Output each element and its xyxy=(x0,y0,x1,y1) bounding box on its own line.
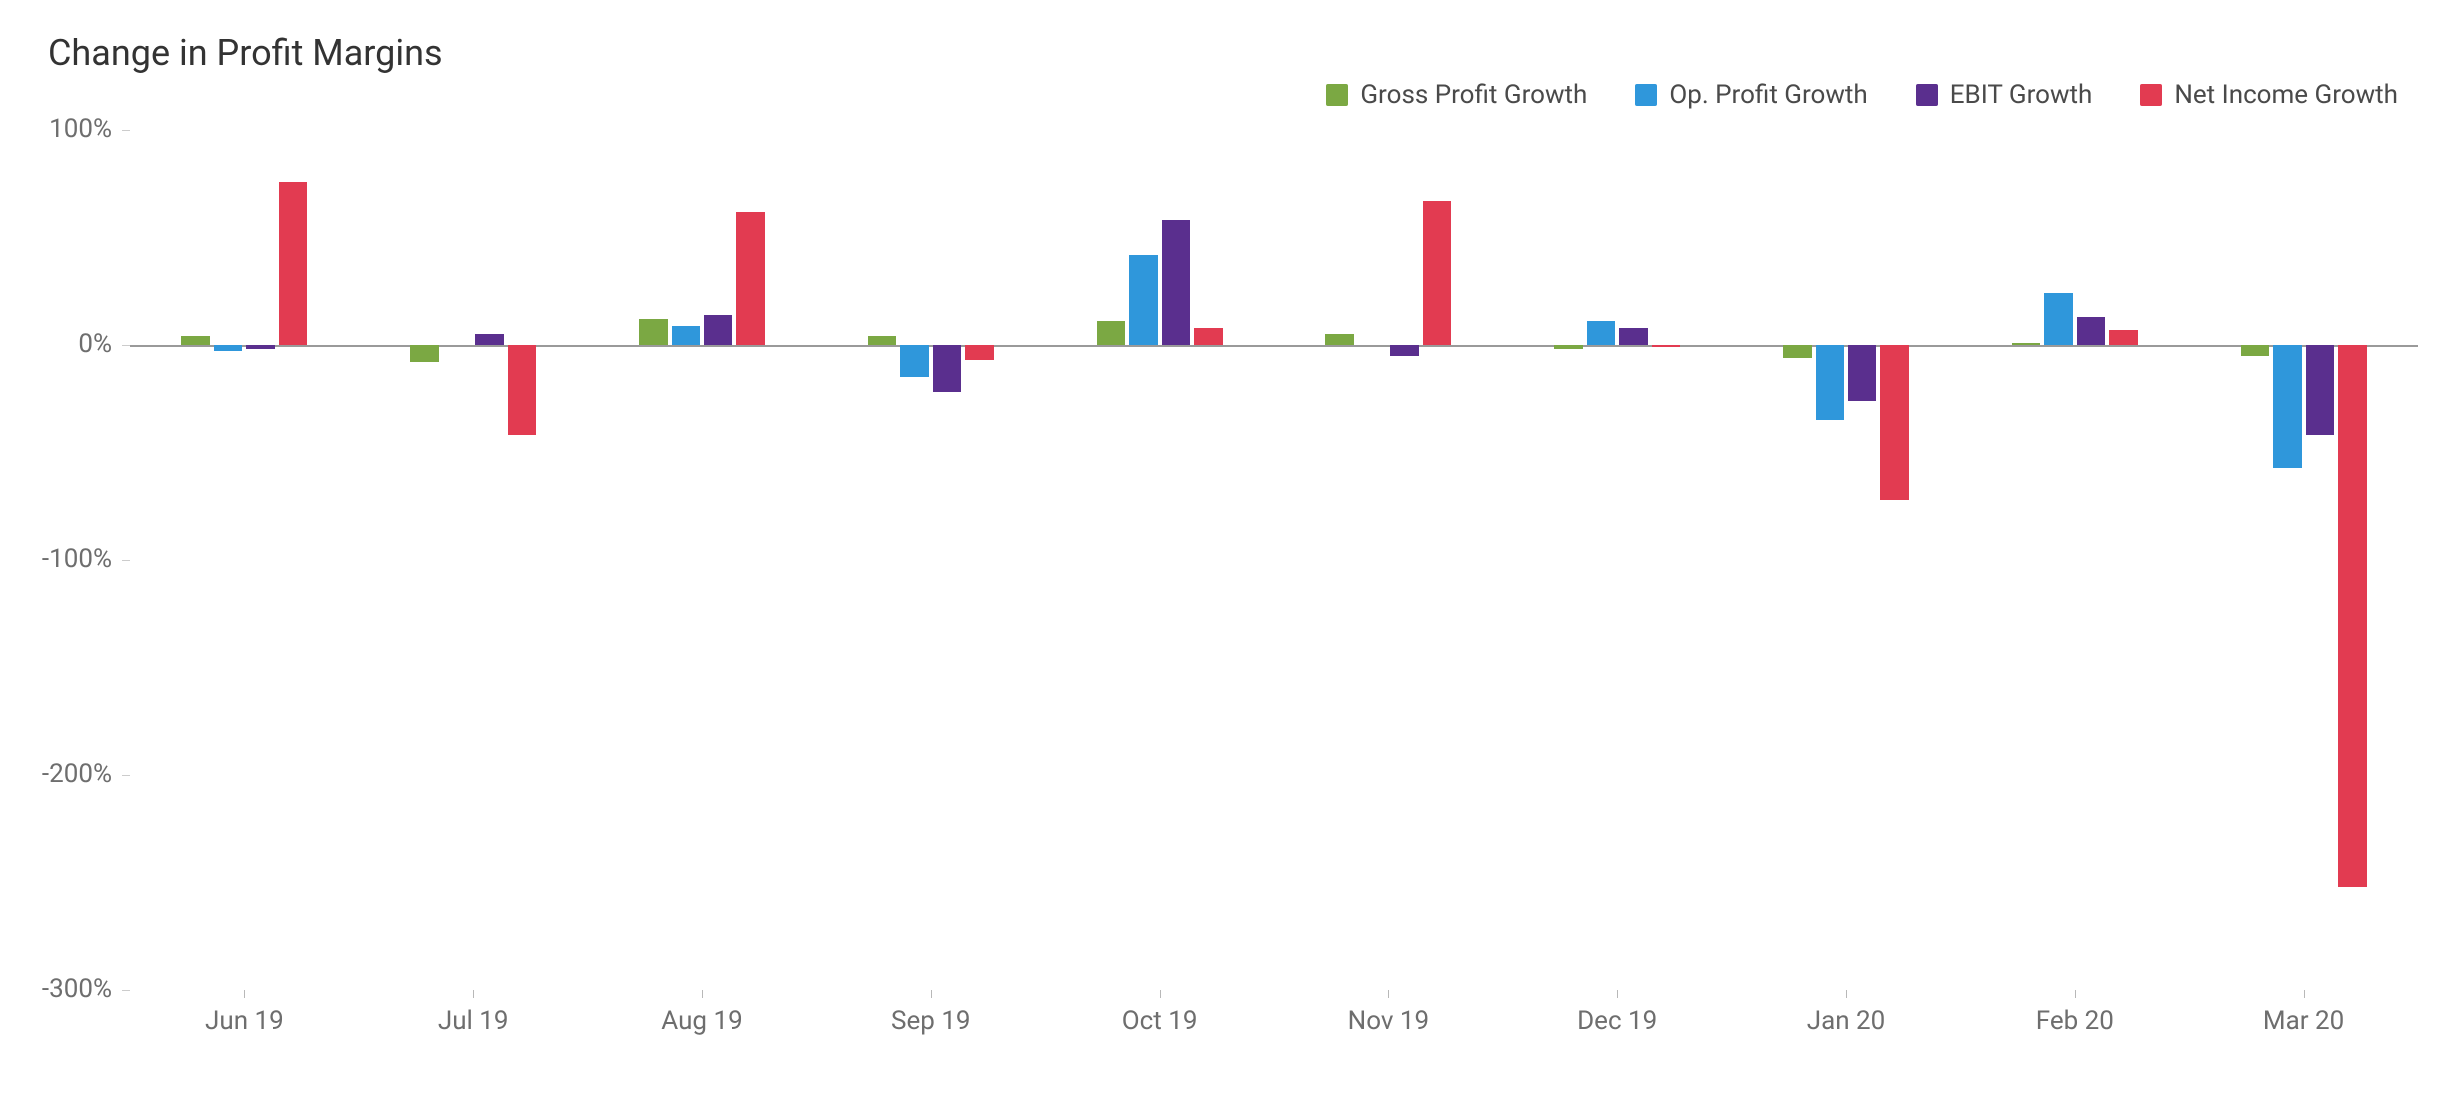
x-tick-label: Feb 20 xyxy=(2036,1006,2114,1036)
x-tick-label: Nov 19 xyxy=(1348,1006,1429,1036)
y-tick-label: -100% xyxy=(42,544,112,574)
x-tick-label: Aug 19 xyxy=(661,1006,742,1036)
legend-item[interactable]: Gross Profit Growth xyxy=(1326,80,1587,110)
x-tick-mark xyxy=(2075,990,2076,998)
bar[interactable] xyxy=(704,315,732,345)
legend-label: Gross Profit Growth xyxy=(1360,80,1587,110)
bar[interactable] xyxy=(2273,345,2301,468)
bar[interactable] xyxy=(1097,321,1125,345)
chart-title: Change in Profit Margins xyxy=(48,32,443,74)
x-tick-mark xyxy=(931,990,932,998)
chart-container: Change in Profit Margins Gross Profit Gr… xyxy=(0,0,2448,1112)
bar[interactable] xyxy=(1423,201,1451,345)
x-tick-label: Sep 19 xyxy=(891,1006,971,1036)
y-tick-mark xyxy=(122,345,130,346)
bar[interactable] xyxy=(1848,345,1876,401)
bar[interactable] xyxy=(639,319,667,345)
y-tick-mark xyxy=(122,990,130,991)
y-tick-mark xyxy=(122,130,130,131)
x-tick-label: Oct 19 xyxy=(1122,1006,1198,1036)
x-tick-mark xyxy=(1617,990,1618,998)
bar[interactable] xyxy=(279,182,307,345)
y-tick-label: 0% xyxy=(78,329,112,359)
bar[interactable] xyxy=(900,345,928,377)
x-tick-mark xyxy=(1388,990,1389,998)
x-tick-label: Mar 20 xyxy=(2263,1006,2344,1036)
y-tick-label: -300% xyxy=(42,974,112,1004)
x-tick-mark xyxy=(1846,990,1847,998)
x-tick-mark xyxy=(244,990,245,998)
bar[interactable] xyxy=(1880,345,1908,500)
bar[interactable] xyxy=(475,334,503,345)
bar[interactable] xyxy=(965,345,993,360)
bar[interactable] xyxy=(1325,334,1353,345)
bar[interactable] xyxy=(933,345,961,392)
y-tick-label: 100% xyxy=(49,114,112,144)
x-tick-label: Dec 19 xyxy=(1577,1006,1657,1036)
legend-label: EBIT Growth xyxy=(1950,80,2093,110)
legend-item[interactable]: EBIT Growth xyxy=(1916,80,2093,110)
y-tick-label: -200% xyxy=(42,759,112,789)
x-tick-label: Jul 19 xyxy=(438,1006,509,1036)
bar[interactable] xyxy=(1816,345,1844,420)
legend-label: Net Income Growth xyxy=(2174,80,2398,110)
bar[interactable] xyxy=(1619,328,1647,345)
bar[interactable] xyxy=(2241,345,2269,356)
legend-swatch xyxy=(1916,84,1938,106)
legend-label: Op. Profit Growth xyxy=(1669,80,1867,110)
bar[interactable] xyxy=(508,345,536,435)
y-tick-mark xyxy=(122,775,130,776)
plot-area: 100%0%-100%-200%-300%Jun 19Jul 19Aug 19S… xyxy=(130,130,2418,990)
bar[interactable] xyxy=(1554,345,1582,349)
bar[interactable] xyxy=(672,326,700,345)
bar[interactable] xyxy=(214,345,242,351)
x-tick-label: Jun 19 xyxy=(205,1006,284,1036)
bar[interactable] xyxy=(1194,328,1222,345)
bar[interactable] xyxy=(410,345,438,362)
bar[interactable] xyxy=(868,336,896,345)
legend-item[interactable]: Net Income Growth xyxy=(2140,80,2398,110)
bar[interactable] xyxy=(2044,293,2072,345)
x-tick-mark xyxy=(1160,990,1161,998)
bar[interactable] xyxy=(2012,343,2040,345)
bar[interactable] xyxy=(1587,321,1615,345)
legend-swatch xyxy=(1326,84,1348,106)
bar[interactable] xyxy=(246,345,274,349)
bar[interactable] xyxy=(181,336,209,345)
legend-swatch xyxy=(1635,84,1657,106)
bar[interactable] xyxy=(1390,345,1418,356)
x-tick-mark xyxy=(473,990,474,998)
bar[interactable] xyxy=(1652,345,1680,347)
bar[interactable] xyxy=(2109,330,2137,345)
legend-item[interactable]: Op. Profit Growth xyxy=(1635,80,1867,110)
x-tick-mark xyxy=(702,990,703,998)
legend-swatch xyxy=(2140,84,2162,106)
bar[interactable] xyxy=(2338,345,2366,887)
bar[interactable] xyxy=(1129,255,1157,345)
bar[interactable] xyxy=(2306,345,2334,435)
y-tick-mark xyxy=(122,560,130,561)
bar[interactable] xyxy=(1162,220,1190,345)
bar[interactable] xyxy=(736,212,764,345)
zero-line xyxy=(130,345,2418,347)
x-tick-mark xyxy=(2304,990,2305,998)
bar[interactable] xyxy=(1783,345,1811,358)
legend: Gross Profit Growth Op. Profit Growth EBIT… xyxy=(1326,80,2398,110)
x-tick-label: Jan 20 xyxy=(1807,1006,1886,1036)
bar[interactable] xyxy=(2077,317,2105,345)
